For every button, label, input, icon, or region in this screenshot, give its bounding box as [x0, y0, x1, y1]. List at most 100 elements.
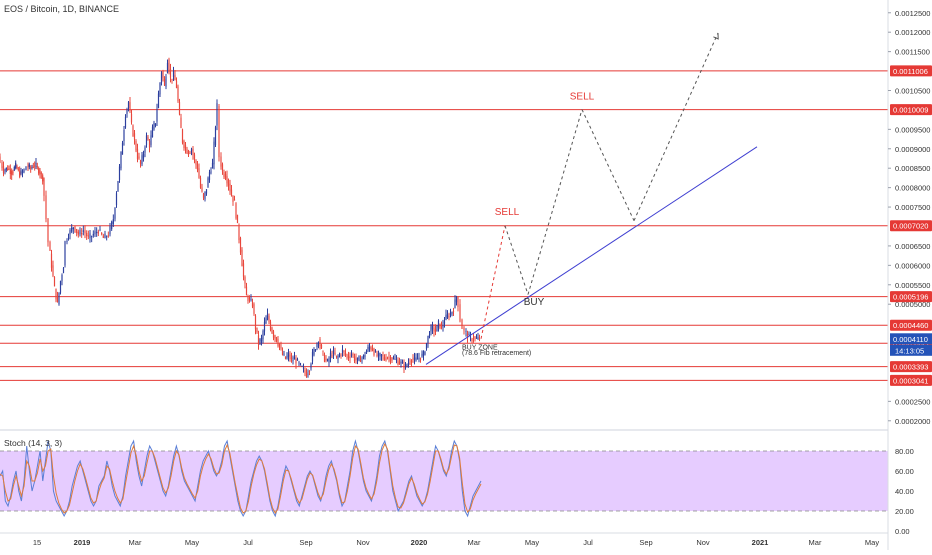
candle-body: [430, 326, 432, 332]
candle-body: [87, 235, 89, 237]
candle-body: [329, 352, 332, 359]
price-tick-label: 0.0005000: [895, 300, 930, 309]
level-tag-label-7: 0.0003041: [893, 376, 928, 385]
candle-body: [66, 240, 68, 243]
candle-body: [235, 203, 237, 219]
candle-body: [148, 141, 151, 148]
stoch-tick-label: 0.00: [895, 527, 910, 536]
candle-body: [193, 154, 196, 160]
candle-body: [16, 166, 18, 169]
candle-body: [257, 335, 260, 345]
candle-body: [52, 265, 54, 276]
candle-body: [395, 359, 398, 361]
candle-body: [242, 263, 245, 277]
time-axis: 15 2019 Mar May Jul Sep Nov 2020 Mar May Jul Sep Nov…: [33, 538, 880, 547]
candle-body: [298, 362, 300, 364]
annotation-4: (78.6 Fib retracement): [462, 350, 531, 357]
candle-body: [156, 109, 158, 122]
candle-body: [328, 358, 330, 363]
candle-body: [174, 74, 176, 81]
candle-body: [181, 129, 184, 143]
stoch-tick-label: 20.00: [895, 507, 914, 516]
candle-body: [454, 299, 456, 309]
candle-body: [293, 357, 296, 360]
candle-body: [112, 219, 114, 224]
candle-body: [135, 141, 137, 151]
stoch-band: [0, 451, 888, 511]
candle-body: [28, 164, 30, 167]
candle-body: [19, 171, 21, 177]
current-price-tag-bg: [890, 333, 932, 345]
candle-body: [263, 321, 266, 332]
candle-body: [168, 59, 170, 72]
candle-body: [410, 360, 413, 362]
candle-body: [236, 214, 239, 224]
candle-body: [2, 166, 5, 174]
candle-body: [428, 334, 431, 338]
candle-body: [184, 144, 187, 149]
candle-body: [356, 357, 359, 360]
candle-body: [74, 226, 76, 232]
candle-body: [302, 367, 305, 369]
candle-body: [259, 339, 261, 344]
candle-body: [419, 357, 422, 360]
current-price-tag-label: 0.0004110: [893, 335, 928, 344]
candle-body: [223, 172, 225, 177]
candle-body: [20, 170, 22, 175]
candle-body: [233, 199, 236, 201]
candle-body: [316, 343, 318, 347]
candle-body: [418, 357, 420, 359]
candle-body: [77, 231, 79, 235]
candle-body: [160, 72, 163, 83]
candle-body: [196, 164, 199, 170]
candle-body: [307, 373, 309, 375]
candle-body: [337, 356, 339, 359]
candle-body: [114, 208, 116, 219]
candle-body: [82, 230, 84, 232]
level-tag-bg-0: [890, 65, 932, 77]
time-tick-label: Jul: [243, 538, 253, 547]
candle-body: [36, 166, 38, 168]
candle-body: [314, 349, 317, 351]
candle-body: [220, 156, 222, 167]
horizontal-levels: [0, 70, 888, 381]
candle-body: [97, 231, 99, 234]
candle-body: [323, 354, 326, 362]
projection-segment-1: [480, 225, 506, 339]
candle-body: [205, 189, 208, 194]
candle-body: [440, 325, 443, 327]
candle-body: [69, 230, 71, 235]
candle-body: [340, 354, 342, 356]
level-tag-bg-1: [890, 104, 932, 116]
candle-body: [325, 358, 327, 360]
candle-body: [239, 238, 242, 253]
candle-body: [56, 296, 59, 302]
candle-body: [265, 318, 267, 324]
candle-body: [139, 160, 142, 164]
candle-body: [368, 346, 371, 349]
candle-body: [299, 363, 302, 365]
candle-body: [449, 313, 452, 315]
candle-body: [424, 351, 426, 355]
candle-body: [130, 113, 133, 123]
candle-body: [477, 337, 479, 340]
candle-body: [86, 232, 88, 237]
candle-body: [383, 357, 386, 360]
candle-body: [195, 160, 197, 165]
candle-body: [32, 166, 34, 168]
stochastic-pane: [0, 439, 888, 518]
candle-body: [468, 333, 470, 336]
candle-body: [67, 237, 70, 239]
annotations-layer: SELL SELL BUY BUY ZONE(78.6 Fib retracement…: [462, 91, 595, 357]
candle-body: [353, 356, 356, 361]
candle-body: [211, 162, 214, 169]
candle-body: [392, 358, 395, 360]
candle-body: [189, 152, 191, 154]
candle-body: [452, 311, 455, 312]
candle-body: [413, 357, 416, 360]
candle-body: [221, 164, 224, 172]
candle-body: [439, 323, 441, 329]
stoch-line-0: [0, 439, 482, 518]
candle-body: [169, 69, 172, 78]
